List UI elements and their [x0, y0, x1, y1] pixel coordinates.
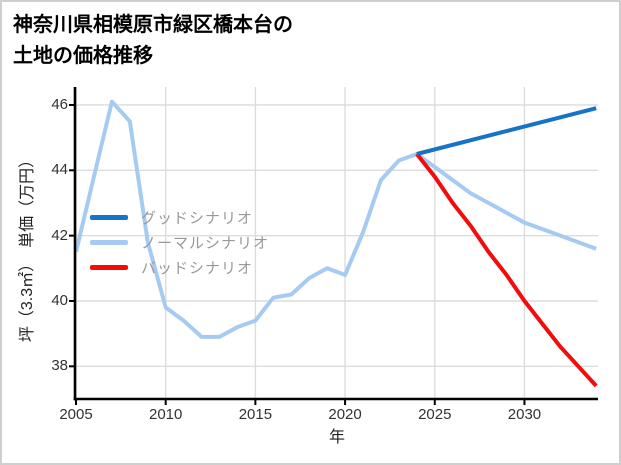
y-axis-label: 坪（3.3㎡） 単価（万円） — [19, 151, 36, 343]
y-tick-label: 46 — [51, 95, 68, 113]
x-tick-label: 2030 — [507, 406, 542, 423]
series-line-バッドシナリオ — [415, 152, 598, 388]
legend-item-good: グッドシナリオ — [90, 205, 269, 230]
chart-title-line2: 土地の価格推移 — [13, 45, 153, 67]
series-line-グッドシナリオ — [416, 106, 597, 156]
y-tick-label: 42 — [51, 226, 68, 244]
chart-title-line1: 神奈川県相模原市緑区橋本台の — [13, 14, 293, 36]
legend-label-normal: ノーマルシナリオ — [141, 235, 270, 252]
legend-label-bad: バッドシナリオ — [141, 260, 254, 277]
y-tick-label: 40 — [51, 291, 68, 309]
legend-item-bad: バッドシナリオ — [90, 255, 269, 280]
chart-title: 神奈川県相模原市緑区橋本台の 土地の価格推移 — [13, 10, 293, 72]
x-tick-label: 2020 — [328, 406, 362, 423]
x-axis-label: 年 — [328, 429, 345, 446]
x-tick-label: 2025 — [418, 406, 452, 423]
legend-item-normal: ノーマルシナリオ — [90, 230, 269, 255]
y-tick-label: 44 — [51, 161, 68, 179]
x-tick-label: 2015 — [238, 406, 273, 423]
bad-scenario-line-swatch — [90, 265, 128, 270]
normal-scenario-line-swatch — [90, 240, 128, 245]
x-tick-label: 2010 — [149, 406, 183, 423]
y-tick-label: 38 — [51, 357, 68, 375]
legend-label-good: グッドシナリオ — [141, 210, 254, 227]
x-tick-label: 2005 — [59, 406, 93, 423]
good-scenario-line-swatch — [90, 215, 128, 220]
series-line-ノーマルシナリオ — [74, 99, 597, 339]
chart-legend: グッドシナリオ ノーマルシナリオ バッドシナリオ — [90, 205, 269, 280]
